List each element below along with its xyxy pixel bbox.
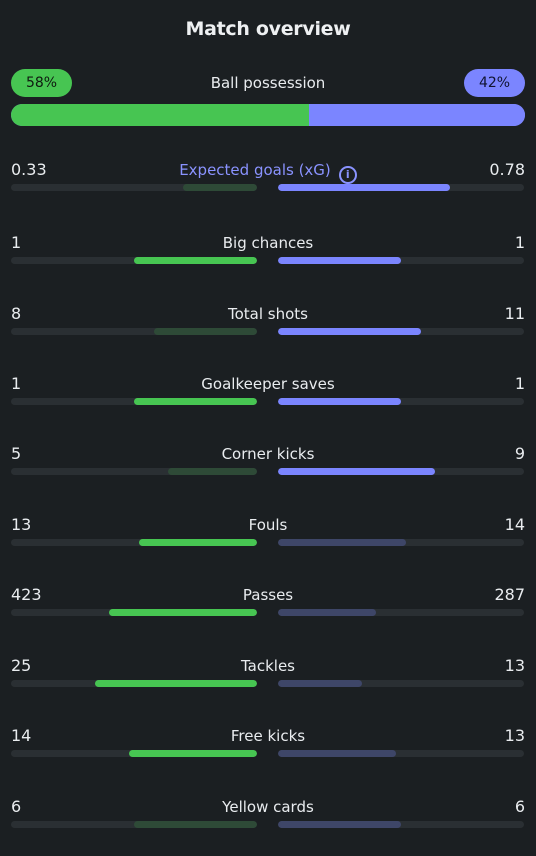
stat-label[interactable]: Expected goals (xG) i [0,160,536,184]
stat-label-text: Total shots [228,305,308,323]
home-possession-badge: 58% [11,69,72,97]
home-stat-value: 0.33 [11,160,47,179]
page-title: Match overview [185,18,351,40]
stat-label: Goalkeeper saves [0,374,536,394]
home-stat-bar [109,609,257,616]
home-stat-track [11,398,257,405]
home-stat-value: 5 [11,444,22,463]
home-stat-track [11,539,257,546]
away-stat-track [278,398,524,405]
home-stat-bar [134,257,257,264]
home-stat-value: 13 [11,515,32,534]
stat-label-text: Yellow cards [222,798,314,816]
stat-label: Tackles [0,656,536,676]
stat-label-text: Goalkeeper saves [201,375,335,393]
away-possession-badge: 42% [464,69,525,97]
away-stat-bar [278,398,401,405]
home-stat-bar [153,328,257,335]
away-stat-bar [278,750,397,757]
home-stat-track [11,328,257,335]
away-stat-bar [278,609,377,616]
away-stat-track [278,750,524,757]
home-stat-bar [138,539,257,546]
stat-row: Yellow cards 6 6 [0,797,536,847]
away-stat-track [278,680,524,687]
away-stat-track [278,184,524,191]
away-stat-value: 14 [504,515,525,534]
away-stat-bar [278,821,401,828]
home-stat-value: 1 [11,233,22,252]
stat-label: Passes [0,585,536,605]
stat-row: Free kicks 14 13 [0,726,536,776]
away-stat-bar [278,184,451,191]
possession-bar [11,104,525,126]
stat-row: Total shots 8 11 [0,304,536,354]
away-stat-track [278,257,524,264]
stat-row: Big chances 1 1 [0,233,536,283]
away-stat-bar [278,328,421,335]
stat-row: Passes 423 287 [0,585,536,635]
home-stat-value: 25 [11,656,32,675]
stat-label: Fouls [0,515,536,535]
home-stat-track [11,184,257,191]
home-stat-track [11,821,257,828]
stat-row: Goalkeeper saves 1 1 [0,374,536,424]
stat-label-text: Free kicks [230,727,306,745]
away-stat-value: 0.78 [489,160,525,179]
home-stat-value: 423 [11,585,42,604]
home-stat-track [11,680,257,687]
away-stat-bar [278,680,362,687]
away-stat-value: 6 [514,797,525,816]
stat-label: Corner kicks [0,444,536,464]
possession-bar-away [309,104,525,126]
home-stat-value: 1 [11,374,22,393]
away-stat-bar [278,468,436,475]
stat-row: Tackles 25 13 [0,656,536,706]
home-stat-value: 8 [11,304,22,323]
away-stat-value: 287 [494,585,525,604]
away-stat-value: 1 [514,374,525,393]
stat-label: Total shots [0,304,536,324]
home-stat-track [11,750,257,757]
stat-label-text: Corner kicks [221,445,315,463]
home-stat-track [11,468,257,475]
stat-label-text: Big chances [222,234,314,252]
stat-row: Corner kicks 5 9 [0,444,536,494]
home-stat-value: 14 [11,726,32,745]
info-icon[interactable]: i [338,166,357,184]
stat-row: Fouls 13 14 [0,515,536,565]
possession-label: Ball possession [210,74,326,92]
home-stat-bar [94,680,257,687]
stat-label-text: Fouls [248,516,288,534]
stat-label: Big chances [0,233,536,253]
away-stat-track [278,328,524,335]
home-stat-track [11,257,257,264]
away-stat-bar [278,257,401,264]
away-stat-value: 1 [514,233,525,252]
away-stat-value: 13 [504,726,525,745]
away-stat-value: 9 [514,444,525,463]
away-stat-value: 11 [504,304,525,323]
home-stat-track [11,609,257,616]
possession-bar-home [11,104,310,126]
away-stat-track [278,609,524,616]
away-stat-track [278,539,524,546]
stat-label-text: Tackles [240,657,296,675]
stat-label-text: Expected goals (xG) [179,161,331,179]
away-stat-track [278,468,524,475]
home-stat-bar [129,750,257,757]
home-stat-bar [134,821,257,828]
stat-row: Expected goals (xG) i 0.33 0.78 [0,160,536,210]
home-stat-bar [168,468,257,475]
stat-label: Yellow cards [0,797,536,817]
stat-label: Free kicks [0,726,536,746]
away-stat-bar [278,539,406,546]
home-stat-value: 6 [11,797,22,816]
home-stat-bar [134,398,257,405]
away-stat-track [278,821,524,828]
home-stat-bar [183,184,257,191]
stat-label-text: Passes [242,586,294,604]
away-stat-value: 13 [504,656,525,675]
